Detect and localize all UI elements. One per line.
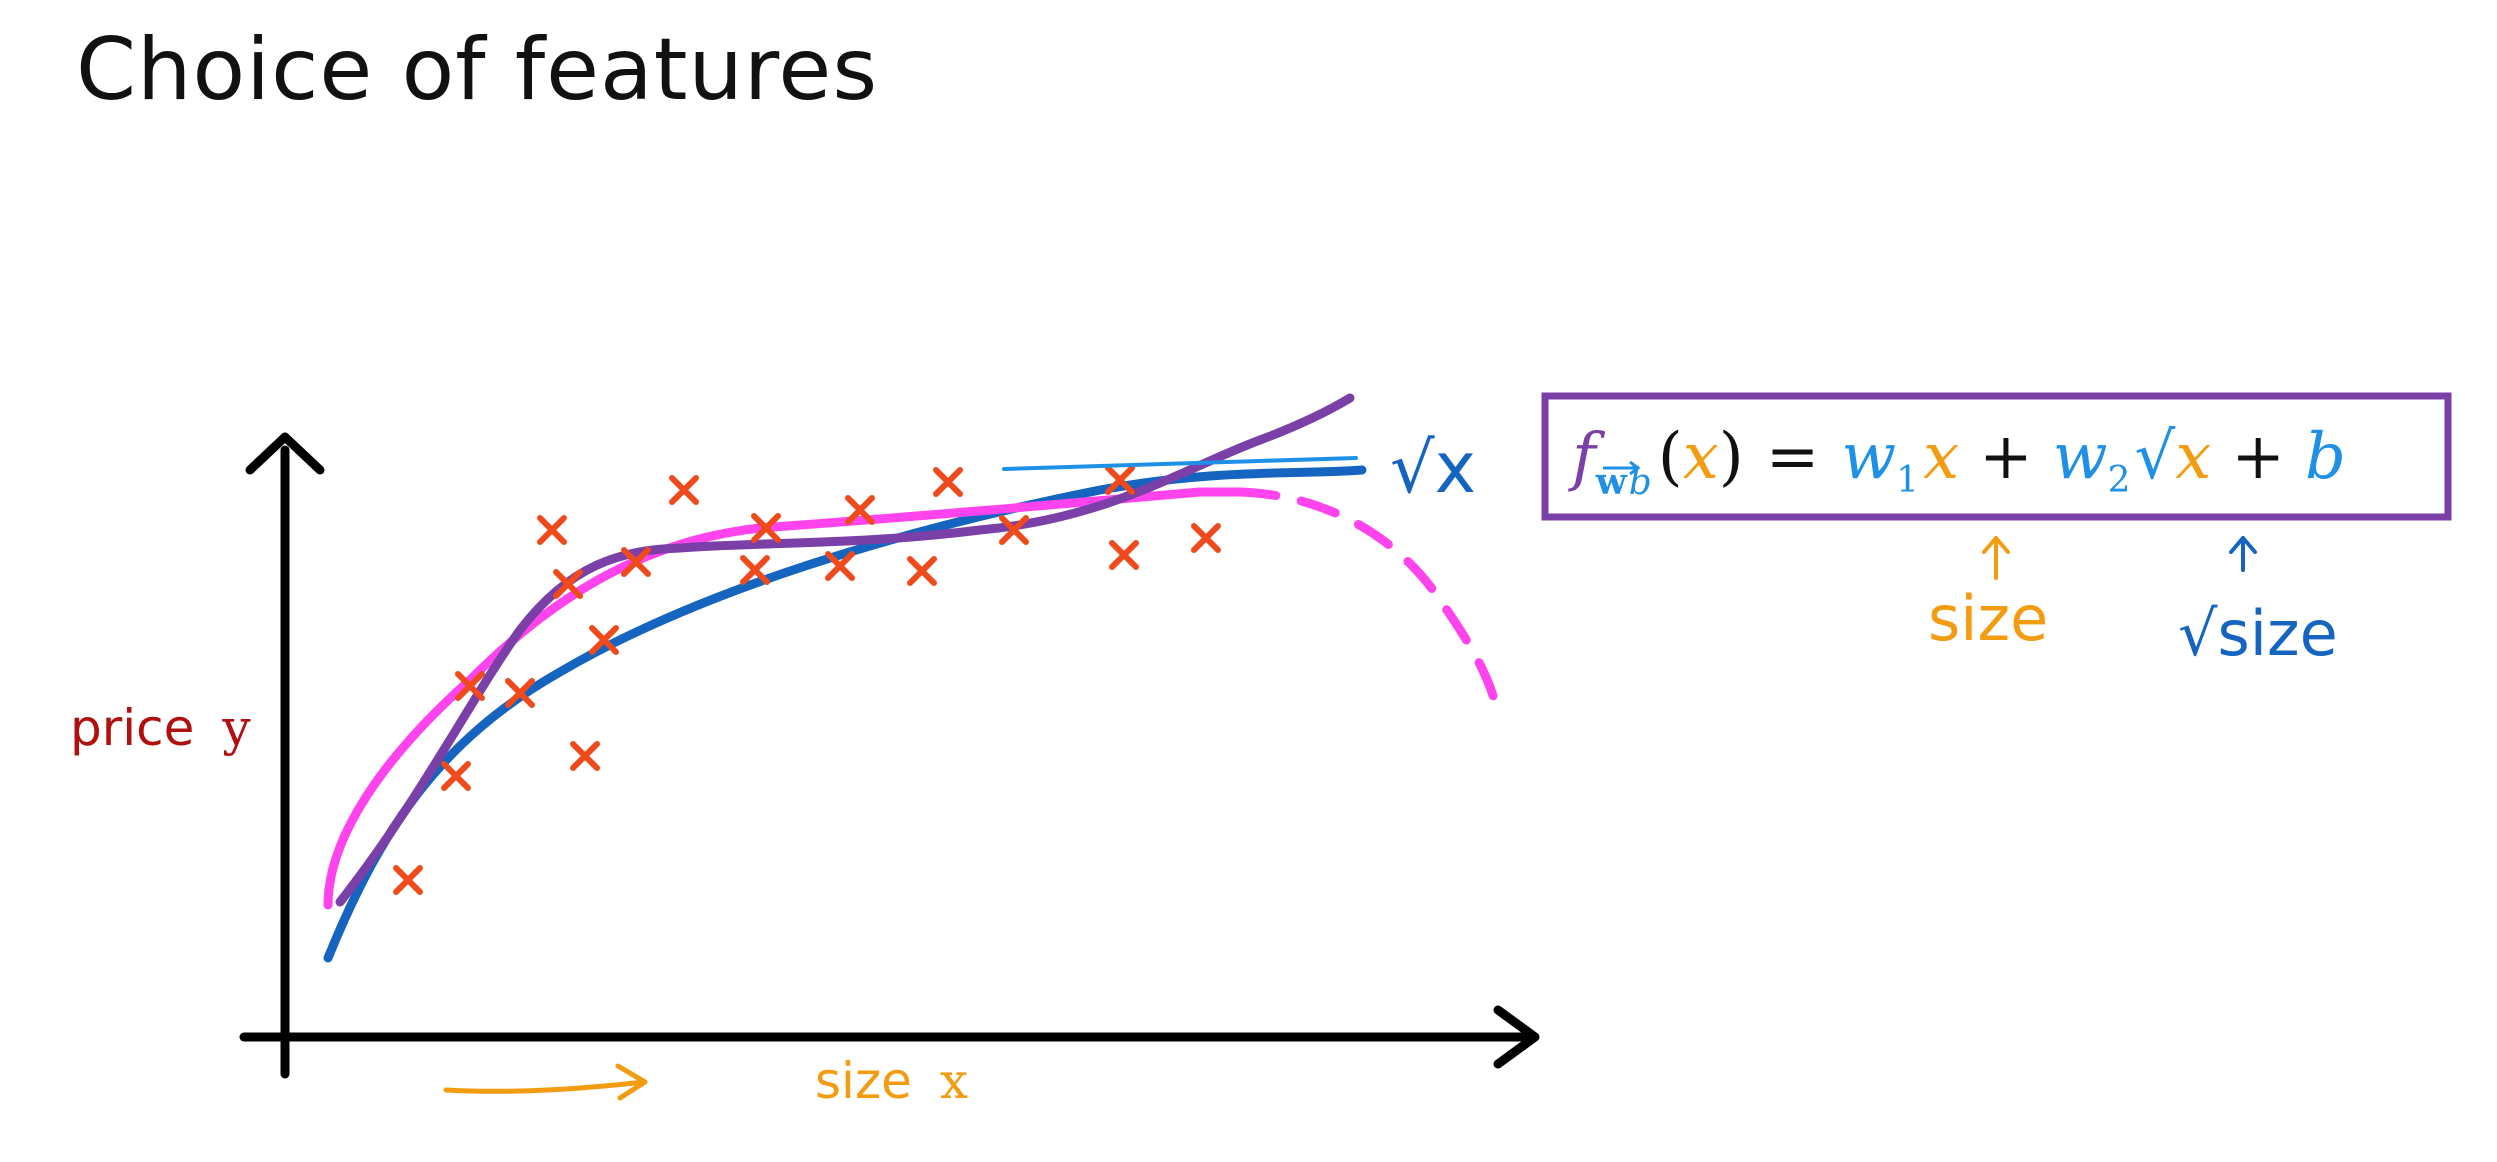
data-point [751,513,781,543]
formula-w1: w [1841,420,1896,494]
magenta-curve-fit [323,487,1245,910]
data-point [455,671,485,701]
x-axis-arrowhead [1493,1005,1540,1069]
y-axis-arrowhead [245,432,325,475]
data-point [845,495,875,525]
size-note-label: size [1928,582,2048,655]
formula-plus2: + [2231,420,2285,494]
data-point [825,551,855,581]
data-point [740,555,770,585]
formula-sqrt-symbol: √ [2134,420,2175,494]
y-axis-label-word: price [70,699,194,757]
data-point [505,678,535,708]
data-point [537,515,567,545]
x-axis-label: size x [815,1052,968,1110]
formula-w1-subscript: 1 [1896,460,1919,501]
formula-x1: x [1923,420,1959,494]
x-axis-label-word: size [815,1052,912,1110]
data-point [553,569,583,599]
formula-b: b [2305,420,2346,494]
formula-open-paren: ( [1658,420,1683,494]
data-points [393,465,1221,895]
formula-b-subscript: b [1629,462,1652,503]
sqrt-size-note-label: √size [2178,597,2338,670]
sqrt-x-label: √x [1390,427,1476,509]
y-axis-label-var: y [221,699,251,757]
size-annotation: size [1928,536,2048,655]
size-direction-arrow [443,1063,648,1101]
sqrt-size-annotation: √size [2178,536,2338,670]
formula-text: fwb(x) = w1x + w2√x + b [1568,420,2346,503]
data-point [669,475,699,505]
data-point [393,865,423,895]
data-point [570,741,600,771]
data-point [1191,523,1221,553]
sqrt-x-curve-label: √x [1002,427,1476,509]
formula-x-arg: x [1683,420,1719,494]
data-point [933,467,963,497]
formula-w-vec: w [1595,461,1628,503]
formula-equals: = [1766,420,1820,494]
data-point [621,547,651,577]
y-axis-label: price y [70,699,251,757]
magenta-curve-extrapolation [1235,487,1502,715]
axes [239,432,1540,1079]
formula-x2: x [2175,420,2211,494]
x-axis-label-var: x [940,1052,968,1110]
data-point [441,761,471,791]
formula-box [1541,392,2452,521]
data-point [1105,465,1135,495]
model-formula: fwb(x) = w1x + w2√x + b [1541,392,2452,521]
formula-w2-subscript: 2 [2108,460,2131,501]
formula-plus1: + [1979,420,2033,494]
formula-close-paren: ) [1719,420,1744,494]
data-point [999,515,1029,545]
data-point [907,556,937,586]
formula-w2: w [2053,420,2108,494]
data-point [1109,540,1139,570]
data-point [589,625,619,655]
page-title: Choice of features [76,20,879,120]
vector-arrow-icon [1603,460,1641,476]
